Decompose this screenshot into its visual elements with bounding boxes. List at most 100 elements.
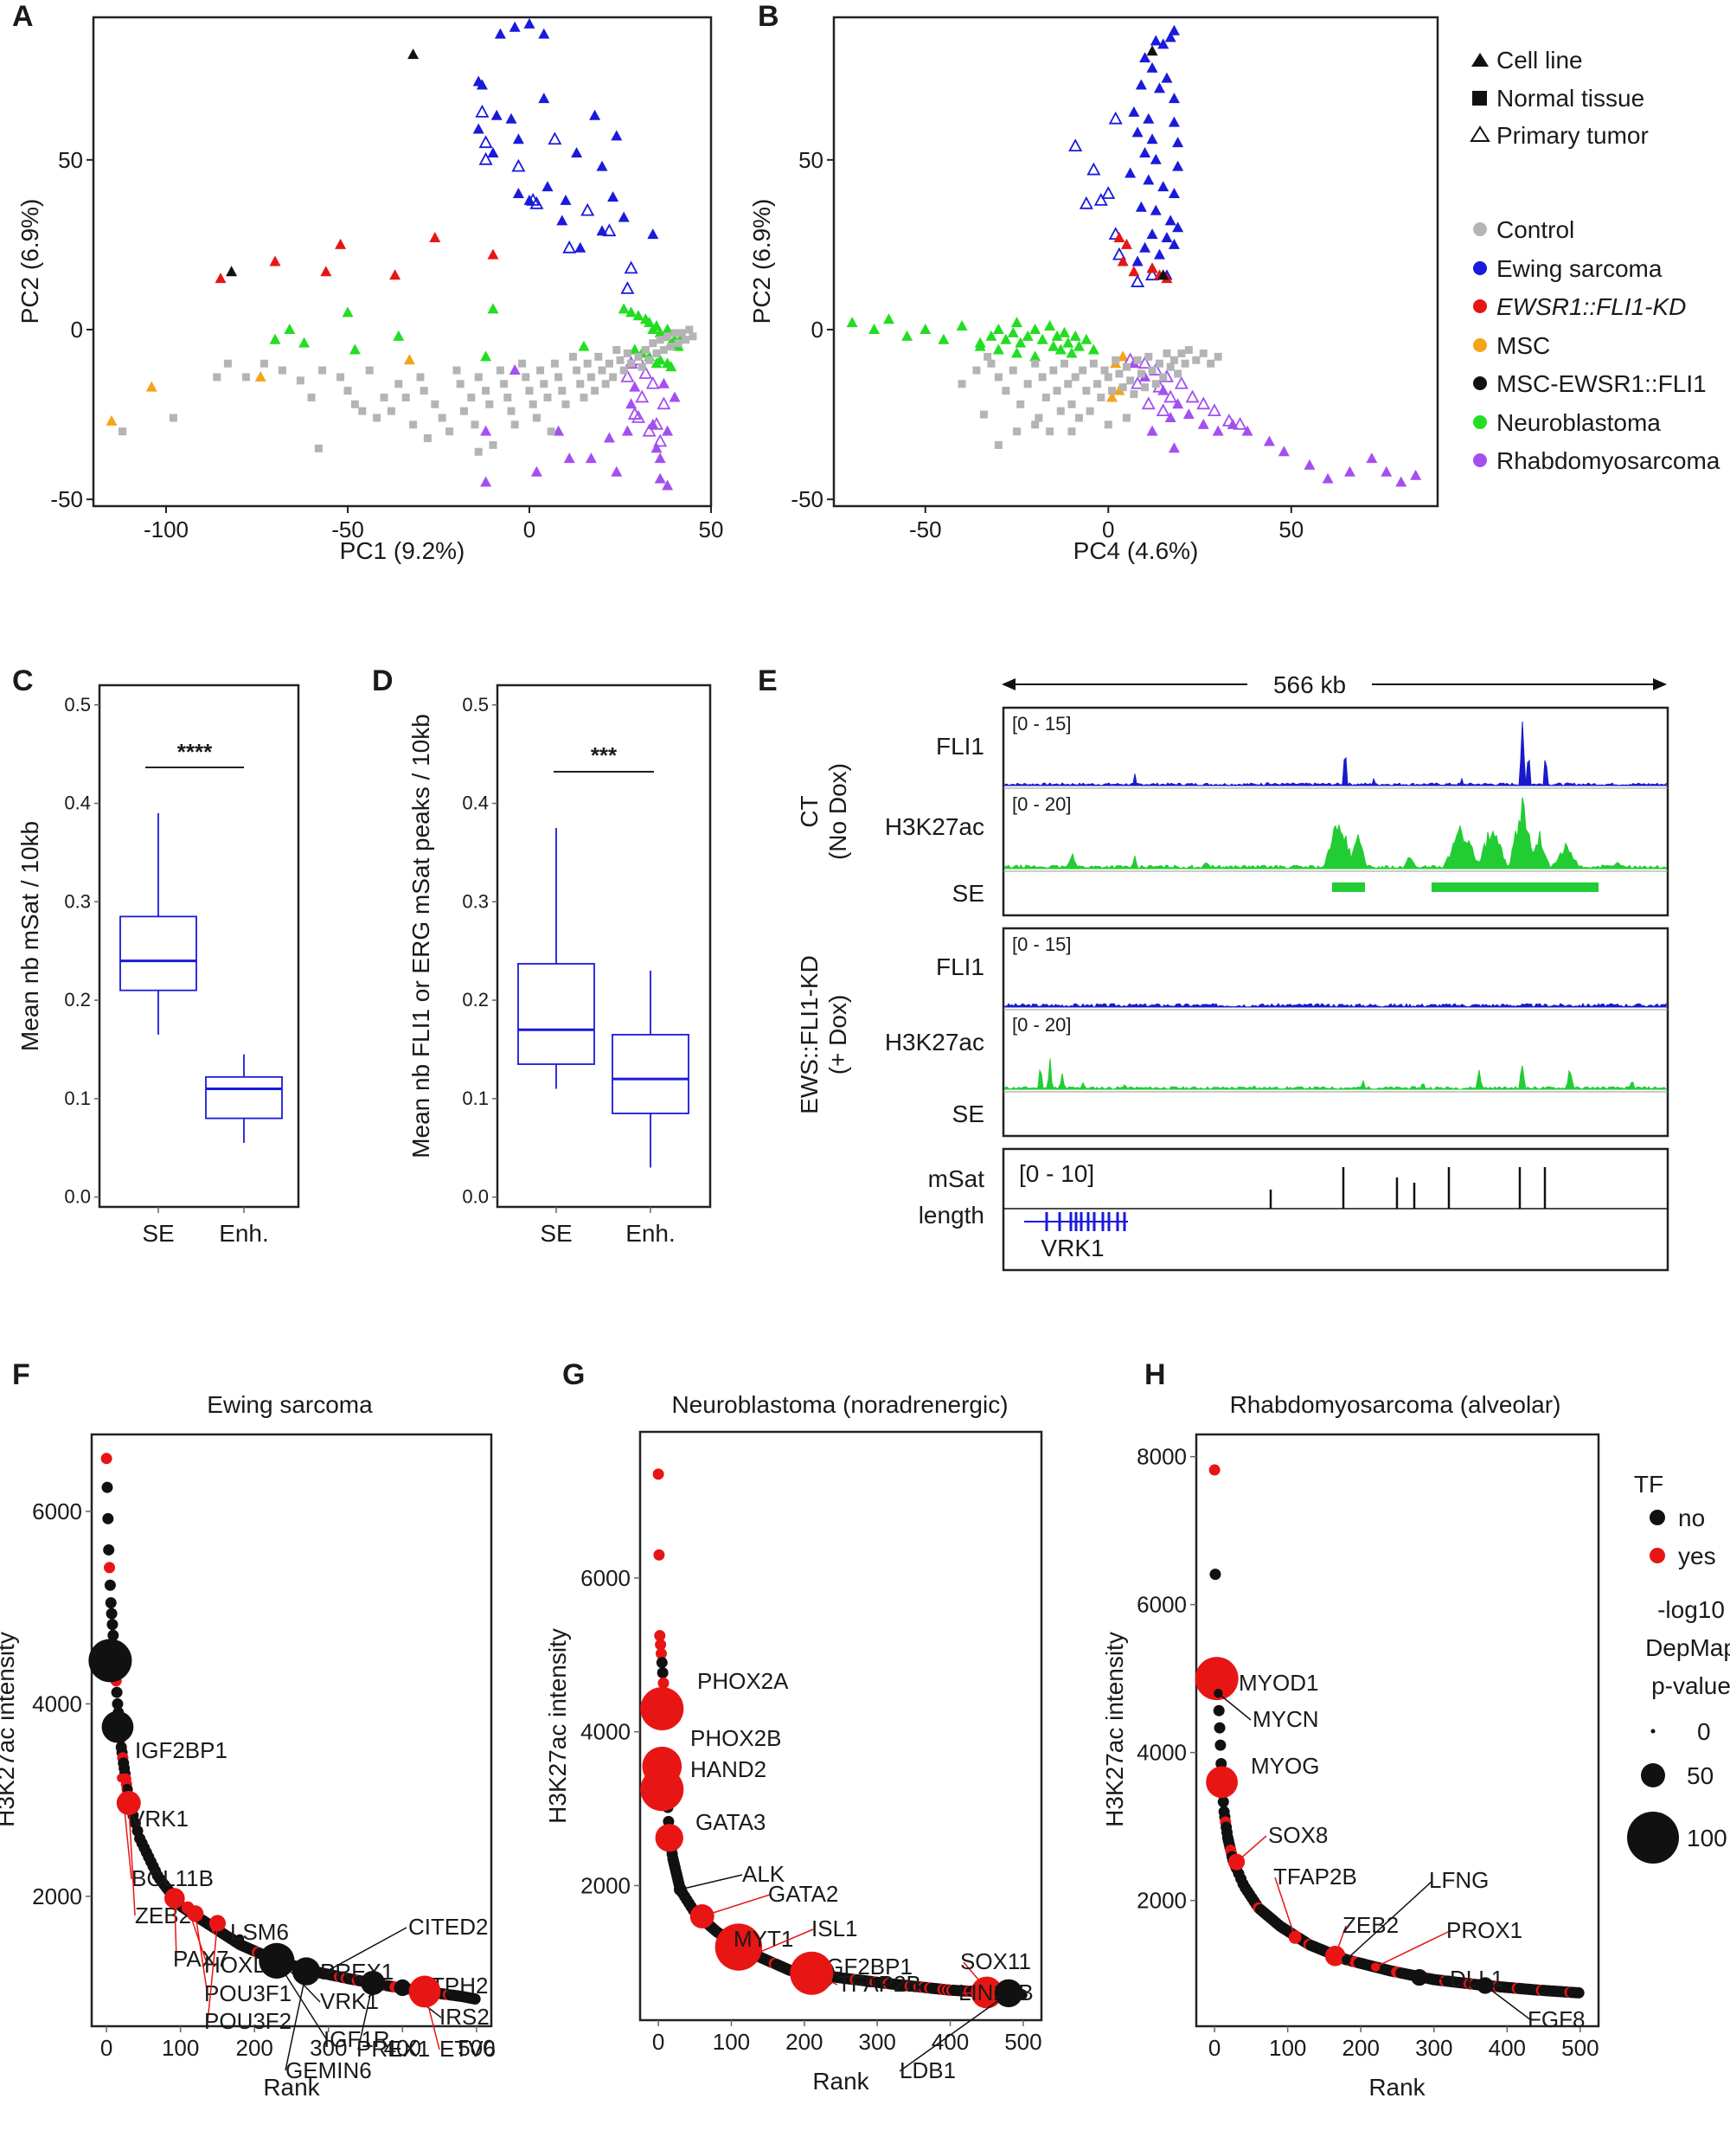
panel-b-frame (832, 16, 1439, 508)
gene-label-leader (1345, 1880, 1433, 1960)
data-point-square (1002, 387, 1010, 395)
panel-b: -50 0 50 -50 0 50 PC4 (4.6%) PC2 (6.9%) (748, 16, 1439, 564)
legend-label-ewsr1-fli1-kd: EWSR1::FLI1-KD (1496, 293, 1686, 320)
data-point-square (1041, 393, 1050, 401)
gene-label-leader (1419, 1976, 1454, 1980)
panel-letter-f: F (12, 1358, 30, 1391)
data-point-square (1177, 349, 1186, 357)
gene-label-leader (285, 1971, 307, 2071)
gene-point (1411, 1968, 1428, 1986)
data-point-square (586, 373, 595, 382)
data-point-square (1163, 349, 1171, 357)
rank-point (1213, 1704, 1225, 1716)
data-point-triangle (487, 303, 499, 314)
data-point-triangle (1048, 340, 1060, 351)
group-label-no-dox: (No Dox) (824, 763, 851, 860)
data-point-square (213, 373, 221, 382)
data-point-triangle (1146, 133, 1158, 144)
track-label-h3k27ac-kd: H3K27ac (885, 1029, 984, 1056)
panel-h-title: Rhabdomyosarcoma (alveolar) (1230, 1391, 1561, 1418)
x-tick-label: 200 (236, 2035, 273, 2061)
data-point-square (652, 349, 661, 357)
data-point-square (500, 380, 509, 388)
data-point-square (1112, 356, 1120, 364)
data-point-triangle (956, 320, 968, 331)
gene-point (674, 1883, 687, 1896)
gene-label: PROX1 (1446, 1917, 1522, 1943)
gene-label: DLL1 (1450, 1966, 1503, 1992)
data-point-triangle (487, 248, 499, 260)
data-point-square (1108, 387, 1117, 395)
gene-point (1206, 1766, 1238, 1799)
data-point-triangle (574, 241, 586, 253)
data-point-triangle (644, 317, 656, 328)
x-tick-label: 50 (699, 517, 724, 542)
gene-point (746, 1948, 760, 1961)
data-point-open-triangle (1108, 111, 1123, 125)
data-point-triangle (901, 330, 913, 341)
data-point-square (659, 346, 668, 355)
data-point-triangle (1069, 330, 1081, 341)
data-point-square (1093, 380, 1102, 388)
x-tick-label: 0 (1208, 2035, 1221, 2061)
rank-point (469, 1993, 481, 2005)
data-point-triangle (654, 452, 666, 464)
data-point-square (467, 393, 476, 401)
data-point-open-triangle (642, 423, 657, 437)
data-point-square (260, 359, 268, 368)
legend-label-normal-tissue: Normal tissue (1496, 85, 1644, 112)
data-point-triangle (490, 109, 503, 120)
data-point-triangle (578, 340, 590, 351)
rank-point (654, 1630, 666, 1642)
gene-label-leader (1484, 1985, 1532, 2021)
panel-g: Neuroblastoma (noradrenergic) 0 100 200 300… (544, 1391, 1043, 2095)
data-point-triangle (538, 93, 550, 104)
panel-h: Rhabdomyosarcoma (alveolar) 0 100 200 300 40… (1101, 1391, 1600, 2101)
rank-point (1214, 1739, 1227, 1751)
data-point-triangle (985, 330, 997, 341)
data-point-triangle (512, 188, 524, 199)
data-point-triangle (1322, 472, 1334, 484)
data-point-triangle (1029, 350, 1041, 362)
data-point-square (532, 414, 541, 422)
signal-track (1004, 797, 1667, 869)
data-point-square (307, 393, 316, 401)
data-point-square (482, 387, 490, 395)
rank-point (104, 1579, 116, 1591)
x-tick-label: Enh. (219, 1220, 269, 1247)
data-point-triangle (1117, 350, 1129, 362)
data-point-square (638, 363, 646, 371)
gene-label: IRS2 (439, 2004, 490, 2030)
panel-b-xlabel: PC4 (4.6%) (1073, 537, 1199, 564)
rank-point (107, 1629, 119, 1641)
data-point-square (616, 356, 625, 364)
gene-label: LFNG (1429, 1867, 1489, 1893)
data-point-triangle (1150, 204, 1162, 215)
data-point-square (1023, 380, 1032, 388)
data-point-triangle (1241, 425, 1253, 436)
data-point-triangle (1135, 79, 1147, 90)
data-point-triangle (1113, 232, 1125, 243)
gene-label: VRK1 (130, 1806, 189, 1832)
x-tick-label: 300 (310, 2035, 347, 2061)
data-point-square (591, 387, 599, 395)
gene-label-leader (1217, 1692, 1252, 1721)
y-tick-label: 0 (811, 317, 823, 343)
data-point-triangle (1051, 330, 1063, 341)
data-point-triangle (662, 323, 674, 334)
x-tick-label: 200 (1342, 2035, 1380, 2061)
data-point-open-triangle (645, 375, 660, 389)
data-point-triangle (1168, 116, 1180, 127)
track-label-h3k27ac-ct: H3K27ac (885, 813, 984, 840)
data-point-triangle (269, 333, 281, 344)
data-point-square (623, 349, 631, 357)
gene-label: IGF2BP1 (820, 1954, 913, 1980)
data-point-open-triangle (548, 132, 562, 145)
data-point-triangle (650, 357, 663, 369)
data-point-triangle (1146, 262, 1158, 273)
panel-c: 0.0 0.1 0.2 0.3 0.4 0.5 SE Enh. **** Mean nb mS… (16, 683, 300, 1247)
data-point-open-triangle (1174, 375, 1189, 389)
data-point-triangle (1000, 333, 1012, 344)
